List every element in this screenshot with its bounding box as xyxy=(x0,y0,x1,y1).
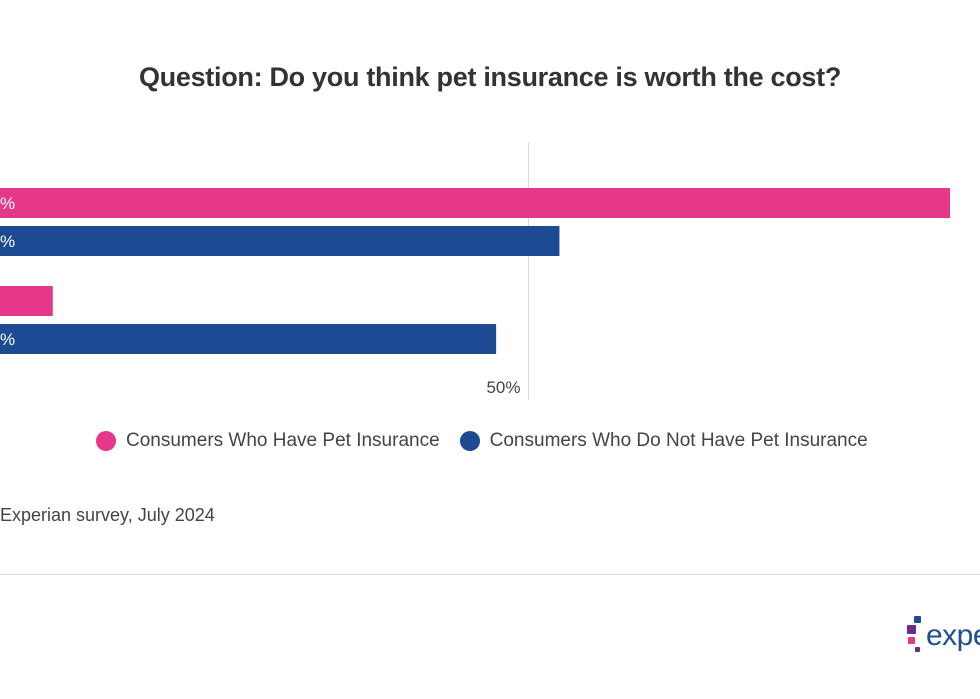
legend-item-have-insurance: Consumers Who Have Pet Insurance xyxy=(96,430,440,452)
legend-item-no-insurance: Consumers Who Do Not Have Pet Insurance xyxy=(459,430,868,452)
bar-have-insurance-1 xyxy=(0,286,53,316)
source-note: Experian survey, July 2024 xyxy=(0,505,215,525)
chart-title: Question: Do you think pet insurance is … xyxy=(138,62,842,92)
bar-have-insurance-0 xyxy=(0,188,950,218)
bar-not-have-insurance-1 xyxy=(0,324,497,354)
logo-mark-icon xyxy=(906,614,924,658)
chart-legend: Consumers Who Have Pet Insurance Consume… xyxy=(96,430,888,452)
footer-divider xyxy=(0,574,980,575)
legend-label: Consumers Who Do Not Have Pet Insurance xyxy=(489,430,868,451)
bar-not-have-insurance-0 xyxy=(0,226,560,256)
legend-label: Consumers Who Have Pet Insurance xyxy=(126,430,440,451)
x-tick-label: 50% xyxy=(486,378,520,397)
experian-logo: expe xyxy=(906,614,980,658)
legend-swatch-blue xyxy=(459,431,480,451)
logo-text: expe xyxy=(926,619,980,652)
bar-value-label: % xyxy=(0,194,15,213)
bar-value-label: % xyxy=(0,232,15,251)
legend-swatch-pink xyxy=(96,431,116,451)
bar-value-label: % xyxy=(0,330,15,349)
bar-chart: 50%%%% xyxy=(0,142,950,400)
